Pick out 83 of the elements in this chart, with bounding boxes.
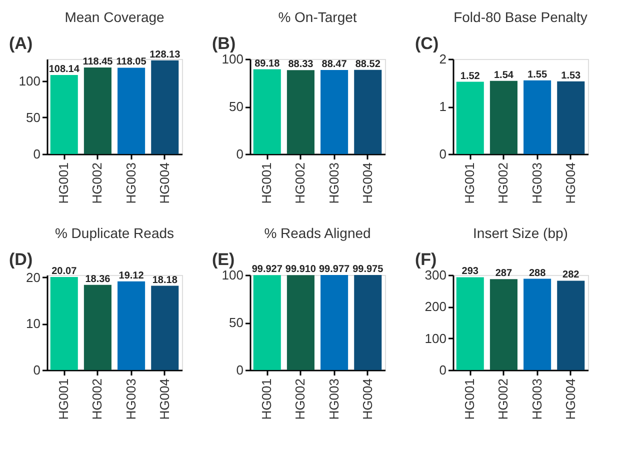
data-label: 88.47 — [322, 58, 348, 70]
y-tick-label: 100 — [424, 330, 446, 346]
chart-title: Fold-80 Base Penalty — [454, 9, 588, 25]
y-tick-label: 50 — [229, 315, 244, 330]
x-tick-label: HG001 — [56, 378, 72, 420]
y-tick-label: 50 — [229, 99, 244, 114]
data-label: 288 — [528, 268, 546, 279]
y-tick-label: 300 — [424, 268, 446, 282]
data-label: 1.52 — [460, 70, 480, 82]
x-tick-label: HG002 — [496, 378, 511, 420]
x-tick-label: HG004 — [562, 162, 578, 204]
y-tick-label: 0 — [439, 362, 446, 378]
data-label: 99.977 — [318, 264, 350, 276]
chart-title: Insert Size (bp) — [473, 225, 568, 241]
y-tick-label: 20 — [26, 270, 40, 285]
bar — [151, 60, 179, 154]
x-tick-label: HG002 — [496, 162, 511, 204]
y-tick-label: 0 — [439, 146, 446, 162]
chart-title: % Duplicate Reads — [54, 225, 174, 241]
data-label: 99.975 — [352, 264, 384, 276]
data-label: 18.18 — [152, 274, 178, 286]
text: (D) — [9, 250, 33, 269]
data-label: 88.33 — [288, 59, 314, 70]
y-tick-label: 0 — [33, 146, 40, 162]
data-label: 1.55 — [528, 69, 548, 80]
data-label: 293 — [462, 266, 479, 278]
y-tick-label: 10 — [26, 316, 40, 332]
y-tick-label: 100 — [222, 268, 244, 282]
text: (A) — [9, 34, 33, 53]
x-tick-label: HG002 — [292, 378, 308, 420]
y-tick-label: 1 — [439, 99, 446, 114]
data-label: 20.07 — [52, 266, 78, 277]
x-tick-label: HG001 — [462, 162, 478, 204]
y-tick-label: 0 — [236, 362, 244, 378]
bar — [118, 68, 146, 154]
chart-title: Mean Coverage — [64, 9, 165, 25]
x-tick-label: HG004 — [156, 162, 172, 204]
data-label: 1.53 — [561, 70, 582, 82]
x-tick-label: HG001 — [259, 162, 274, 204]
x-tick-label: HG002 — [90, 162, 105, 204]
data-label: 1.54 — [494, 70, 514, 81]
x-tick-label: HG003 — [529, 162, 544, 204]
text: (E) — [212, 250, 235, 269]
x-tick-label: HG001 — [56, 162, 72, 204]
y-tick-label: 50 — [26, 110, 40, 125]
data-label: 108.14 — [48, 64, 80, 75]
x-tick-label: HG002 — [90, 378, 105, 420]
x-tick-label: HG001 — [462, 378, 478, 420]
x-tick-label: HG003 — [326, 162, 342, 204]
text: (F) — [415, 250, 437, 269]
x-tick-label: HG001 — [259, 378, 274, 420]
bar — [50, 74, 78, 154]
x-tick-label: HG003 — [529, 378, 544, 420]
chart-title: % On-Target — [278, 9, 357, 25]
data-label: 128.13 — [150, 49, 181, 60]
x-tick-label: HG004 — [562, 378, 578, 420]
data-label: 282 — [562, 270, 580, 281]
data-label: 287 — [495, 268, 512, 280]
data-label: 99.910 — [285, 264, 316, 276]
data-label: 89.18 — [254, 58, 280, 70]
chart-title: % Reads Aligned — [264, 225, 371, 241]
y-tick-label: 0 — [33, 362, 40, 378]
x-tick-label: HG003 — [123, 378, 138, 420]
x-tick-label: HG003 — [123, 162, 138, 204]
x-tick-label: HG002 — [292, 162, 308, 204]
text: (C) — [415, 34, 439, 53]
data-label: 18.36 — [85, 274, 111, 285]
y-tick-label: 0 — [236, 146, 244, 162]
data-label: 118.05 — [116, 56, 147, 68]
data-label: 19.12 — [118, 270, 144, 282]
text: (B) — [212, 34, 236, 53]
data-label: 118.45 — [82, 56, 114, 68]
x-tick-label: HG004 — [360, 162, 375, 204]
x-tick-label: HG004 — [360, 378, 375, 420]
x-tick-label: HG004 — [156, 378, 172, 420]
bar — [84, 67, 112, 154]
data-label: 99.927 — [252, 264, 283, 276]
y-tick-label: 100 — [222, 52, 244, 66]
data-label: 88.52 — [355, 58, 381, 70]
y-tick-label: 100 — [18, 73, 40, 88]
x-tick-label: HG003 — [326, 378, 342, 420]
y-tick-label: 2 — [439, 52, 446, 66]
y-tick-label: 200 — [424, 299, 446, 314]
